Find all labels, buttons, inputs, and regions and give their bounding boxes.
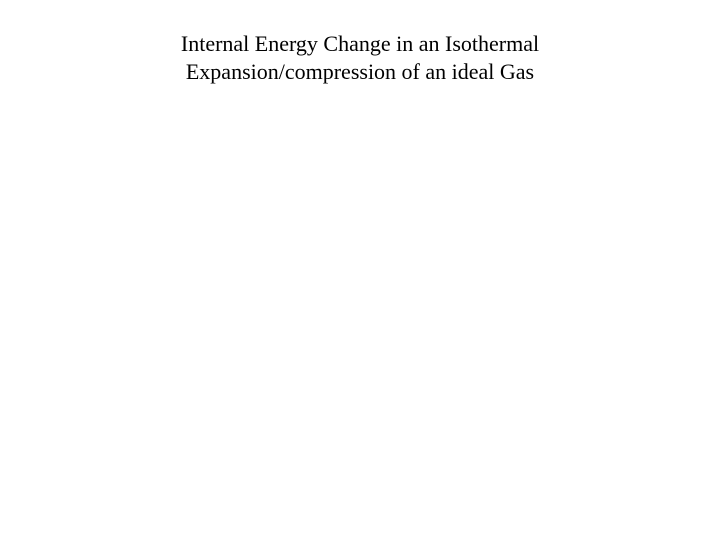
slide-title-line-1: Internal Energy Change in an Isothermal bbox=[0, 30, 720, 58]
slide-title-container: Internal Energy Change in an Isothermal … bbox=[0, 30, 720, 85]
slide-title-line-2: Expansion/compression of an ideal Gas bbox=[0, 58, 720, 86]
